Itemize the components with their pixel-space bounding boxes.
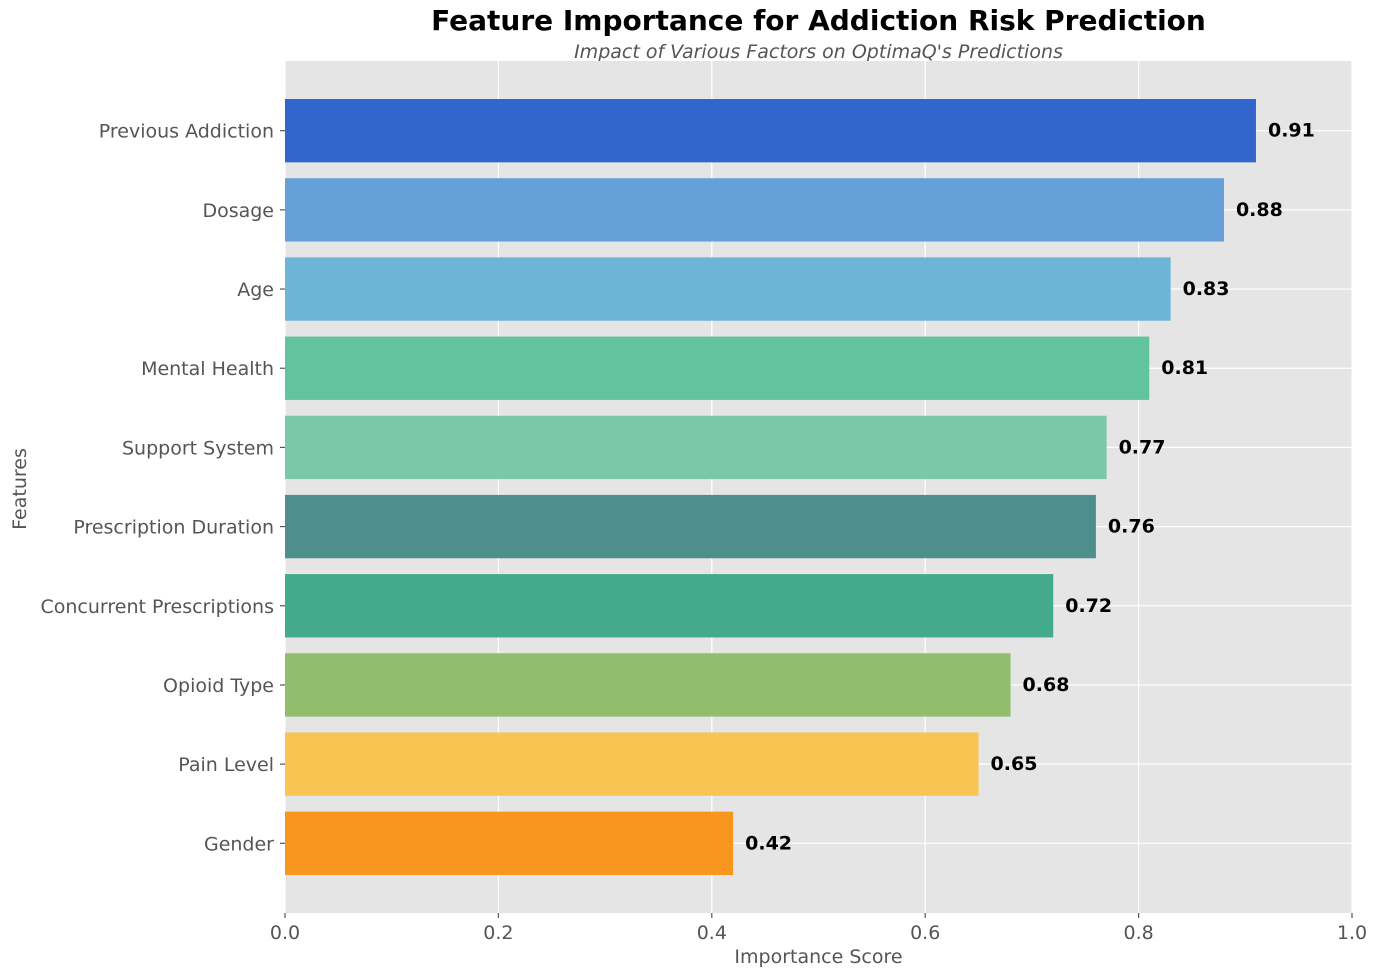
y-tick-label: Dosage — [202, 200, 274, 222]
data-label: 0.68 — [1023, 674, 1070, 696]
y-tick-label: Opioid Type — [163, 675, 274, 697]
data-label: 0.81 — [1161, 357, 1208, 379]
y-tick-label: Previous Addiction — [99, 121, 274, 143]
data-label: 0.65 — [991, 753, 1038, 775]
y-tick-label: Support System — [122, 437, 274, 459]
data-label: 0.91 — [1268, 120, 1315, 142]
y-tick-label: Concurrent Prescriptions — [40, 596, 274, 618]
data-label: 0.42 — [745, 832, 792, 854]
bar — [285, 574, 1054, 638]
bar — [285, 257, 1171, 321]
bar — [285, 99, 1256, 163]
bar — [285, 811, 734, 875]
bar — [285, 653, 1011, 717]
bar — [285, 178, 1224, 242]
data-label: 0.72 — [1065, 595, 1112, 617]
y-tick-label: Gender — [204, 833, 274, 855]
bar — [285, 494, 1096, 559]
x-tick-label: 0.2 — [483, 922, 513, 944]
y-tick-label: Mental Health — [141, 358, 274, 380]
y-tick-label: Pain Level — [178, 754, 274, 776]
data-label: 0.77 — [1119, 436, 1166, 458]
data-label: 0.88 — [1236, 199, 1283, 221]
y-tick-label: Age — [237, 279, 274, 301]
data-label: 0.83 — [1183, 278, 1230, 300]
chart-title: Feature Importance for Addiction Risk Pr… — [431, 4, 1206, 37]
x-axis-label: Importance Score — [734, 946, 903, 968]
y-axis-label: Features — [9, 448, 31, 530]
y-tick-label: Prescription Duration — [73, 517, 274, 539]
bar — [285, 415, 1107, 480]
chart-subtitle: Impact of Various Factors on OptimaQ's P… — [574, 41, 1063, 63]
x-tick-label: 0.8 — [1123, 922, 1153, 944]
x-tick-label: 0.0 — [270, 922, 300, 944]
data-label: 0.76 — [1108, 516, 1155, 538]
bar — [285, 336, 1150, 400]
x-tick-label: 0.6 — [910, 922, 940, 944]
x-tick-label: 1.0 — [1337, 922, 1367, 944]
x-tick-label: 0.4 — [697, 922, 727, 944]
bar — [285, 732, 979, 796]
